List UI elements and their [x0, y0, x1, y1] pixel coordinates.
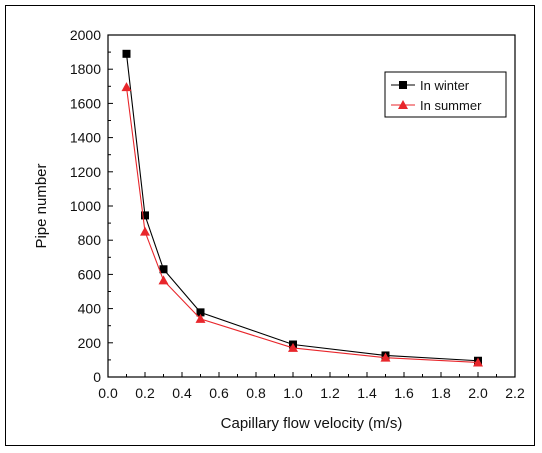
data-point: [121, 82, 132, 92]
y-tick-label: 200: [78, 335, 102, 351]
data-point: [122, 49, 131, 58]
y-tick-label: 600: [78, 266, 102, 282]
data-point: [141, 211, 149, 220]
x-tick-label: 1.6: [394, 385, 414, 401]
x-tick-label: 1.8: [431, 385, 451, 401]
y-tick-label: 2000: [70, 27, 101, 43]
series-summer: [121, 82, 483, 367]
x-tick-label: 0.2: [135, 385, 155, 401]
y-tick-label: 400: [78, 301, 102, 317]
data-point: [473, 357, 483, 367]
y-tick-label: 1000: [70, 198, 101, 214]
legend-entry: In summer: [391, 98, 482, 113]
x-tick-label: 1.4: [357, 385, 377, 401]
x-tick-label: 0.0: [98, 385, 118, 401]
y-axis-title: Pipe number: [33, 163, 50, 248]
x-tick-label: 2.0: [468, 385, 488, 401]
x-tick-label: 0.4: [172, 385, 192, 401]
legend-marker: [398, 100, 408, 109]
data-point: [380, 352, 391, 362]
y-tick-label: 1200: [70, 164, 101, 180]
legend: In winter In summer: [384, 71, 507, 118]
legend-label: In summer: [420, 98, 482, 113]
series-line: [125, 87, 479, 364]
legend-entry: In winter: [391, 78, 470, 93]
y-tick-label: 0: [93, 369, 101, 385]
legend-items: In winter In summer: [391, 78, 482, 113]
x-axis-title: Capillary flow velocity (m/s): [221, 415, 403, 432]
x-tick-label: 1.0: [283, 385, 303, 401]
legend-marker: [399, 81, 407, 89]
legend-label: In winter: [420, 78, 470, 93]
x-tick-label: 0.6: [209, 385, 229, 401]
x-tick-label: 0.8: [246, 385, 266, 401]
y-tick-label: 800: [78, 232, 102, 248]
data-point: [196, 308, 205, 317]
x-tick-label: 1.2: [320, 385, 340, 401]
y-tick-label: 1600: [70, 95, 101, 111]
data-point: [158, 275, 169, 285]
data-point: [288, 342, 298, 352]
x-tick-label: 2.2: [505, 385, 525, 401]
data-point: [195, 313, 206, 323]
y-tick-label: 1400: [70, 130, 101, 146]
axis-ticks: 0.0 0.2 0.4 0.6 0.8 1.0 1.2 1.4 1.6 1.8 2.0 2.2 0 200…: [70, 27, 525, 401]
data-point: [159, 265, 168, 274]
data-point: [140, 226, 150, 236]
series-layer: [121, 49, 483, 367]
legend-box: [384, 71, 507, 118]
y-tick-label: 1800: [70, 61, 101, 77]
